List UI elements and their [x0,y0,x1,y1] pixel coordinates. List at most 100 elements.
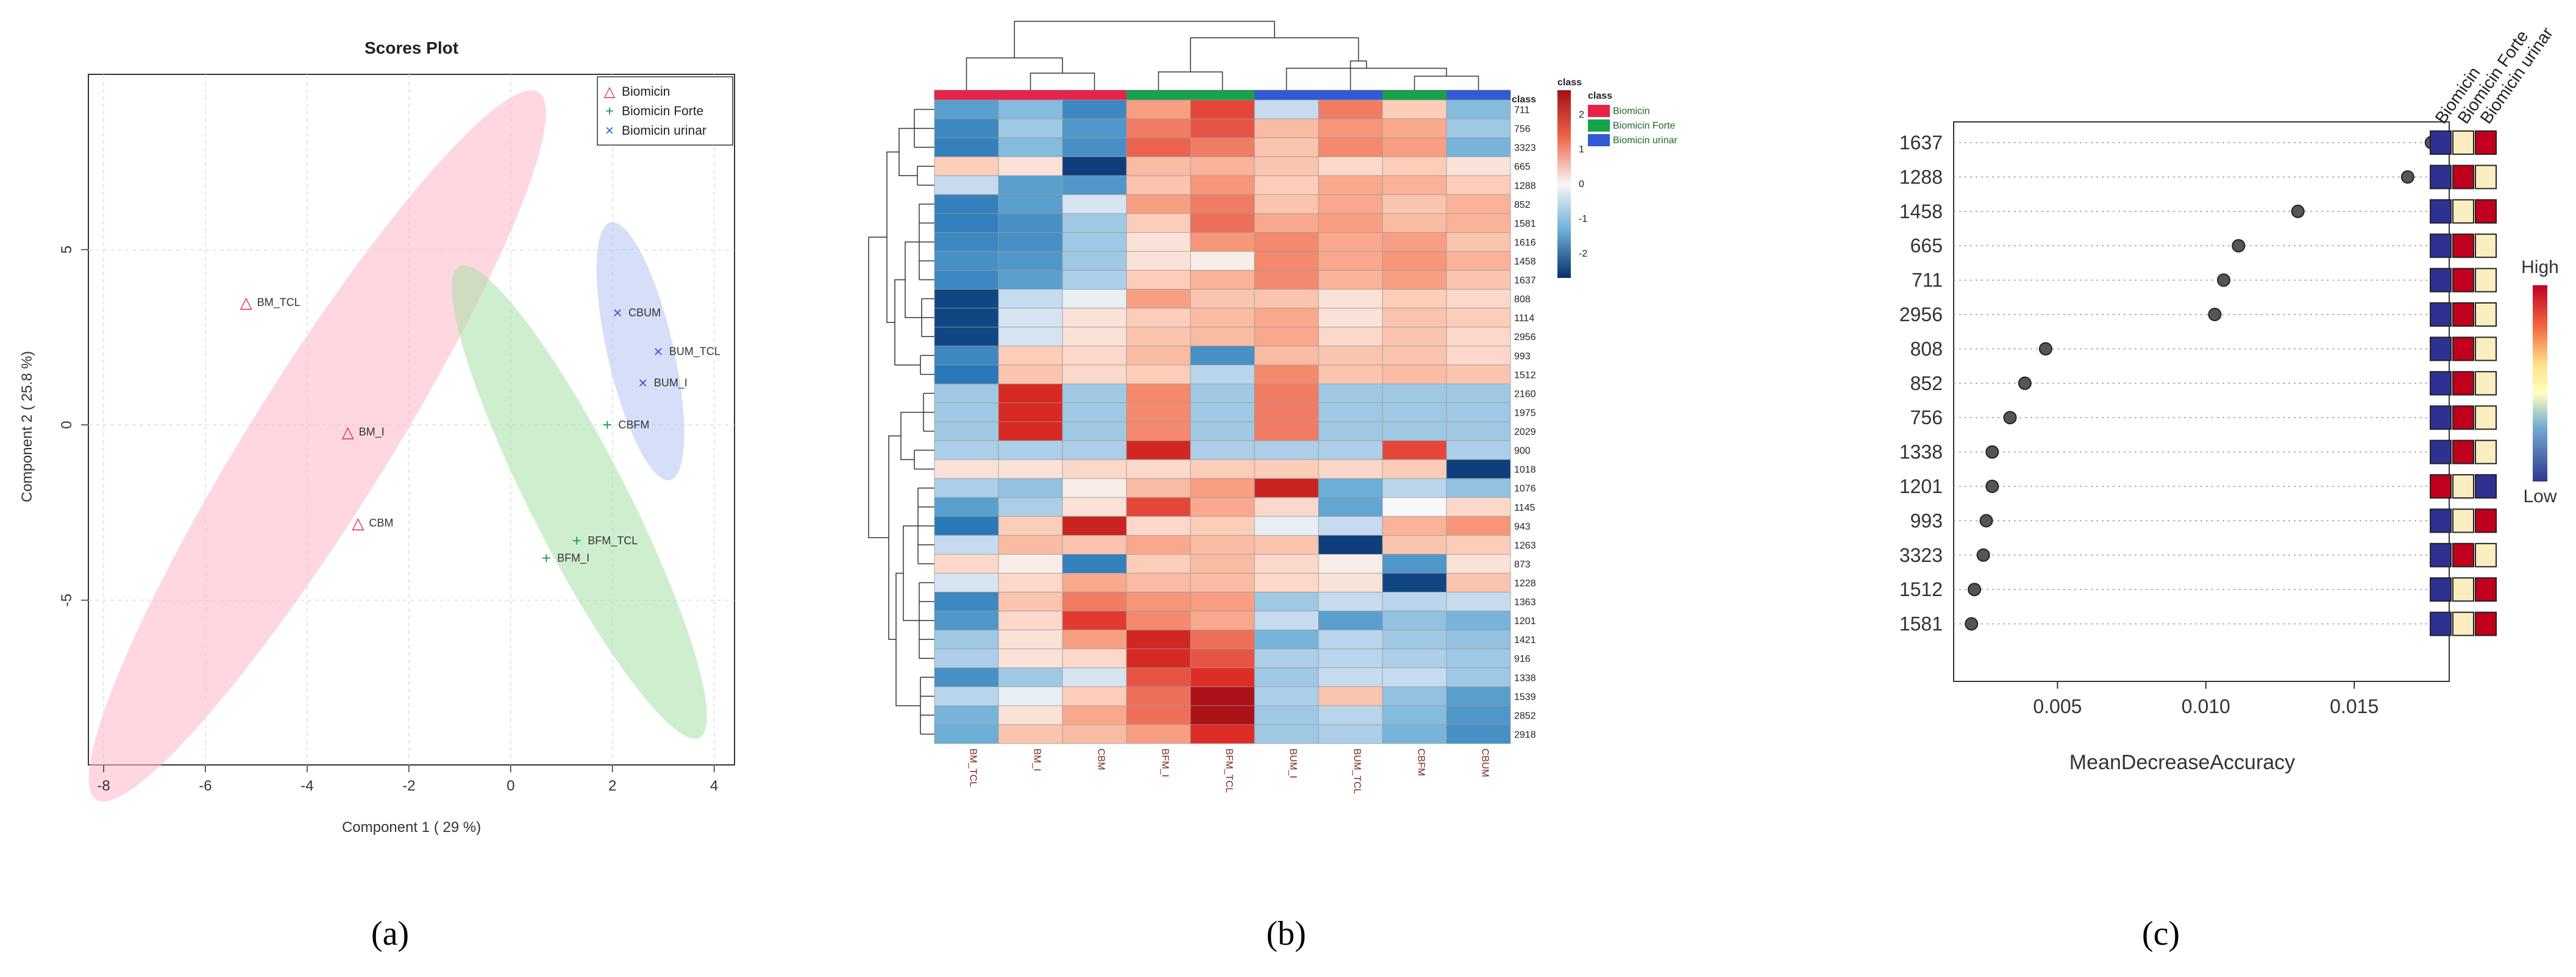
importance-rows: 1637 1288 1458 665 711 2956 808 852 756 1338 1201 9… [1899,132,2449,635]
heatmap-cell [1254,459,1319,479]
dendrogram-branch [900,411,923,460]
row-label: 808 [1514,294,1531,305]
heatmap-cell [934,137,999,157]
column-label: CBM [1096,748,1106,770]
y-tick-label: 0 [59,421,75,428]
heatmap-color-key: class 2 1 0 -1 -2 [1557,77,1587,278]
heatmap-cell [1318,667,1383,687]
score-point: △ [240,293,252,311]
heatmap-cell [1318,402,1383,422]
heatmap-cell [1126,686,1191,706]
column-label: BFM_TCL [1224,748,1234,793]
heatmap-cell [1318,364,1383,385]
x-tick-label: -8 [97,778,110,794]
group-level-cell [2430,199,2452,224]
heatmap-cell [1254,383,1319,403]
group-level-cell [2452,371,2474,396]
heatmap-cell [1318,535,1383,555]
heatmap-cell [1062,364,1127,385]
group-level-cell [2452,336,2474,361]
legend-box [597,76,733,146]
score-point: × [613,304,622,322]
heatmap-cell [934,289,999,309]
confidence-ellipse [452,265,707,739]
heatmap-cell [934,118,999,138]
heatmap-cell [1382,308,1447,328]
row-label: 1263 [1514,541,1536,551]
row-label: 1539 [1514,692,1536,702]
score-point: + [572,531,582,550]
importance-dot [2208,308,2222,321]
group-level-cell [2430,233,2452,258]
heatmap-cell [1318,686,1383,706]
class-legend-entry: Biomicin urinar [1613,135,1678,146]
level-key-high: High [2521,257,2559,277]
row-label: 2956 [1514,332,1536,343]
heatmap-cell [1318,213,1383,233]
heatmap-cell [1382,611,1447,631]
heatmap-cell [1126,554,1191,574]
class-bar-cell [934,90,999,101]
heatmap-row-labels: 711 756 3323 665 1288 852 1581 1616 1458 1637 808 1… [1514,105,1536,741]
x-tick-label: 4 [710,778,718,794]
heatmap-cell [998,554,1063,574]
importance-dot [2217,273,2231,287]
class-bar-cell [1190,90,1255,101]
legend-marker: △ [604,83,616,100]
heatmap-cell [1382,118,1447,138]
color-key-tick: -2 [1579,249,1587,259]
heatmap-cell [1190,686,1255,706]
heatmap-cell [1190,724,1255,744]
heatmap-cell [998,232,1063,252]
heatmap-cell [1190,705,1255,725]
heatmap-cell [1446,535,1511,555]
group-level-cell [2430,371,2452,396]
heatmap-cell [1318,497,1383,517]
row-dendrogram [868,108,934,735]
heatmap-cell [1446,478,1511,498]
class-bar-cell [1254,90,1319,101]
scores-plot-legend: △ Biomicin + Biomicin Forte × Biomicin urinar [597,76,733,146]
group-level-cell [2475,474,2497,499]
heatmap-cell [934,667,999,687]
heatmap-cell [1126,440,1191,460]
heatmap-cell [1254,137,1319,157]
heatmap-cell [1126,99,1191,119]
score-point: + [542,549,551,567]
row-label: 756 [1514,124,1531,135]
heatmap-cell [1382,137,1447,157]
heatmap-cell [1062,232,1127,252]
heatmap-cell [1062,535,1127,555]
group-level-cell [2475,165,2497,190]
score-point: △ [342,423,354,441]
heatmap-cell [1382,554,1447,574]
heatmap-cell [934,308,999,328]
score-point-label: BUM_TCL [669,345,720,358]
heatmap-cell [1446,630,1511,650]
importance-dot [1968,583,1982,597]
group-level-cell [2452,474,2474,499]
dendrogram-branch [886,151,899,323]
heatmap-cell [934,251,999,271]
heatmap-cell [934,724,999,744]
class-legend-swatch [1588,119,1610,132]
heatmap-cell [1382,573,1447,592]
heatmap-cell [1126,478,1191,498]
heatmap-cell [1190,402,1255,422]
heatmap-cell [998,194,1063,214]
heatmap-cell [1126,667,1191,687]
heatmap-cell [1382,383,1447,403]
level-color-key-bar [2533,285,2547,481]
class-legend-swatch [1588,134,1610,146]
heatmap-cell [1126,232,1191,252]
class-bar-cell [1382,90,1447,101]
dendrogram-branch [1190,37,1359,72]
heatmap-cell [1382,99,1447,119]
heatmap-cell [1318,554,1383,574]
x-tick-label: 0.005 [2033,695,2082,717]
x-tick-label: -2 [402,778,415,794]
heatmap-cell [1190,516,1255,536]
heatmap-cell [998,497,1063,517]
heatmap-cell [1126,118,1191,138]
